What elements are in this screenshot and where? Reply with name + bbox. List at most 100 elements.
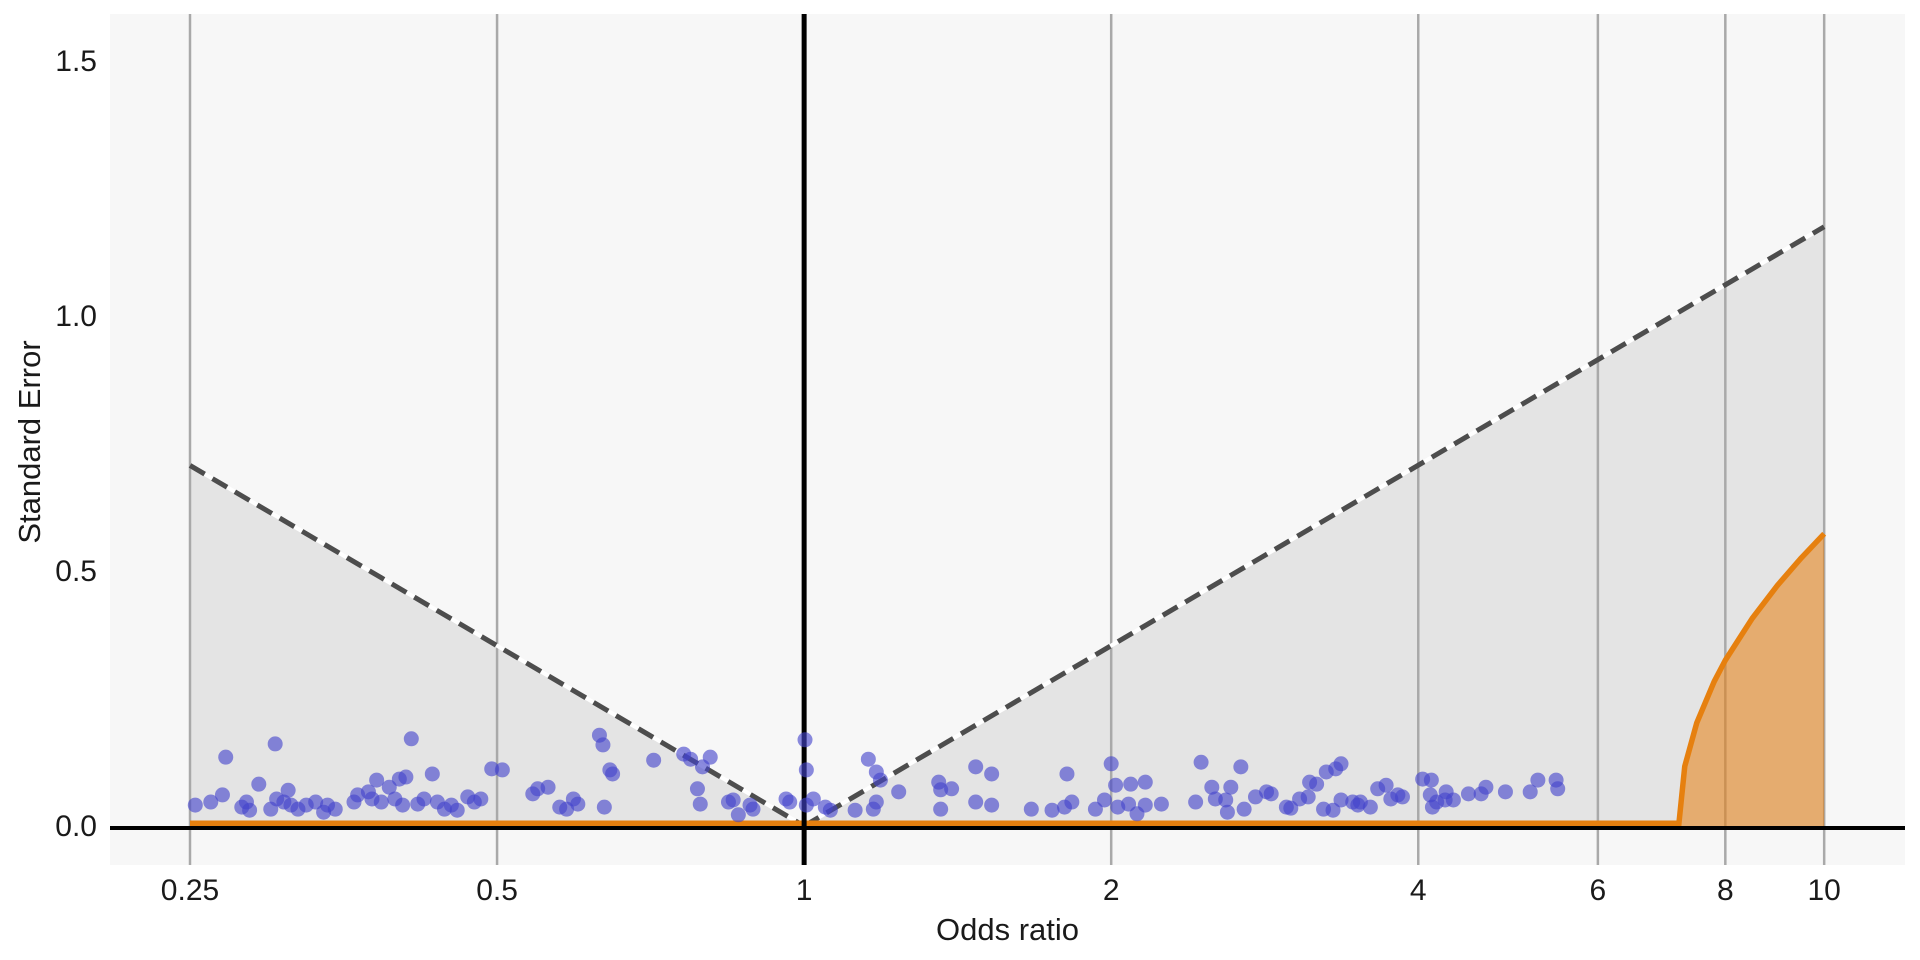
study-point	[308, 794, 324, 810]
study-point	[646, 752, 662, 768]
study-point	[1153, 796, 1169, 812]
study-point	[280, 782, 296, 798]
study-point	[730, 807, 746, 823]
study-point	[1064, 794, 1080, 810]
study-point	[1137, 774, 1153, 790]
orange-region-fill	[1678, 533, 1825, 827]
study-point	[872, 772, 888, 788]
x-tick-label: 4	[1410, 874, 1427, 907]
study-point	[797, 732, 813, 748]
study-point	[868, 794, 884, 810]
study-point	[251, 776, 267, 792]
study-point	[1333, 792, 1349, 808]
study-point	[847, 802, 863, 818]
study-point	[1188, 794, 1204, 810]
study-point	[187, 797, 203, 813]
y-axis-title: Standard Error	[12, 340, 47, 544]
study-point	[1219, 804, 1235, 820]
study-point	[1023, 801, 1039, 817]
study-point	[968, 794, 984, 810]
study-point	[1445, 792, 1461, 808]
study-point	[1394, 789, 1410, 805]
study-point	[805, 791, 821, 807]
study-point	[473, 791, 489, 807]
study-point	[822, 802, 838, 818]
study-point	[369, 772, 385, 788]
study-point	[424, 766, 440, 782]
study-point	[745, 801, 761, 817]
x-tick-label: 0.25	[161, 874, 219, 907]
study-point	[398, 769, 414, 785]
study-point	[242, 802, 258, 818]
study-point	[267, 736, 283, 752]
study-point	[782, 794, 798, 810]
study-point	[1108, 777, 1124, 793]
study-point	[984, 797, 1000, 813]
study-point	[933, 801, 949, 817]
y-tick-label: 1.5	[55, 45, 97, 78]
study-point	[1333, 756, 1349, 772]
y-tick-label: 0.0	[55, 810, 97, 843]
study-point	[1223, 779, 1239, 795]
study-point	[860, 751, 876, 767]
study-point	[1522, 784, 1538, 800]
study-point	[1137, 797, 1153, 813]
study-point	[373, 794, 389, 810]
study-point	[1530, 772, 1546, 788]
funnel-contour-dashed-line	[802, 224, 1826, 829]
study-point	[595, 737, 611, 753]
funnel-contour-dashed-line	[188, 463, 806, 829]
y-tick-label: 0.5	[55, 555, 97, 588]
study-point	[449, 802, 465, 818]
study-point	[1233, 759, 1249, 775]
x-axis-title: Odds ratio	[935, 912, 1079, 947]
study-point	[1460, 786, 1476, 802]
study-point	[1423, 772, 1439, 788]
study-point	[798, 762, 814, 778]
study-point	[395, 797, 411, 813]
study-point	[596, 799, 612, 815]
study-point	[605, 766, 621, 782]
study-point	[1103, 756, 1119, 772]
study-point	[214, 787, 230, 803]
study-point	[381, 779, 397, 795]
y-tick-label: 1.0	[55, 300, 97, 333]
study-point	[968, 759, 984, 775]
study-point	[1378, 777, 1394, 793]
study-point	[203, 794, 219, 810]
orange-curve	[1675, 531, 1827, 827]
study-point	[1550, 781, 1566, 797]
study-point	[1193, 754, 1209, 770]
study-point	[984, 766, 1000, 782]
study-point	[1497, 784, 1513, 800]
study-point	[1059, 766, 1075, 782]
study-point	[1123, 776, 1139, 792]
study-point	[218, 749, 234, 765]
study-point	[403, 731, 419, 747]
study-point	[1121, 796, 1137, 812]
study-point	[692, 796, 708, 812]
x-tick-label: 2	[1103, 874, 1120, 907]
study-point	[1263, 786, 1279, 802]
study-point	[1096, 792, 1112, 808]
study-point	[1236, 801, 1252, 817]
study-point	[1309, 776, 1325, 792]
x-tick-label: 1	[796, 874, 813, 907]
study-point	[683, 751, 699, 767]
study-point	[1204, 779, 1220, 795]
study-point	[1044, 802, 1060, 818]
study-point	[1325, 802, 1341, 818]
study-point	[1300, 789, 1316, 805]
study-point	[1087, 801, 1103, 817]
study-point	[689, 781, 705, 797]
x-tick-label: 8	[1717, 874, 1734, 907]
study-point	[1478, 779, 1494, 795]
x-tick-label: 0.5	[476, 874, 518, 907]
study-point	[494, 762, 510, 778]
study-point	[1362, 799, 1378, 815]
study-point	[540, 779, 556, 795]
study-point	[570, 796, 586, 812]
study-point	[891, 784, 907, 800]
